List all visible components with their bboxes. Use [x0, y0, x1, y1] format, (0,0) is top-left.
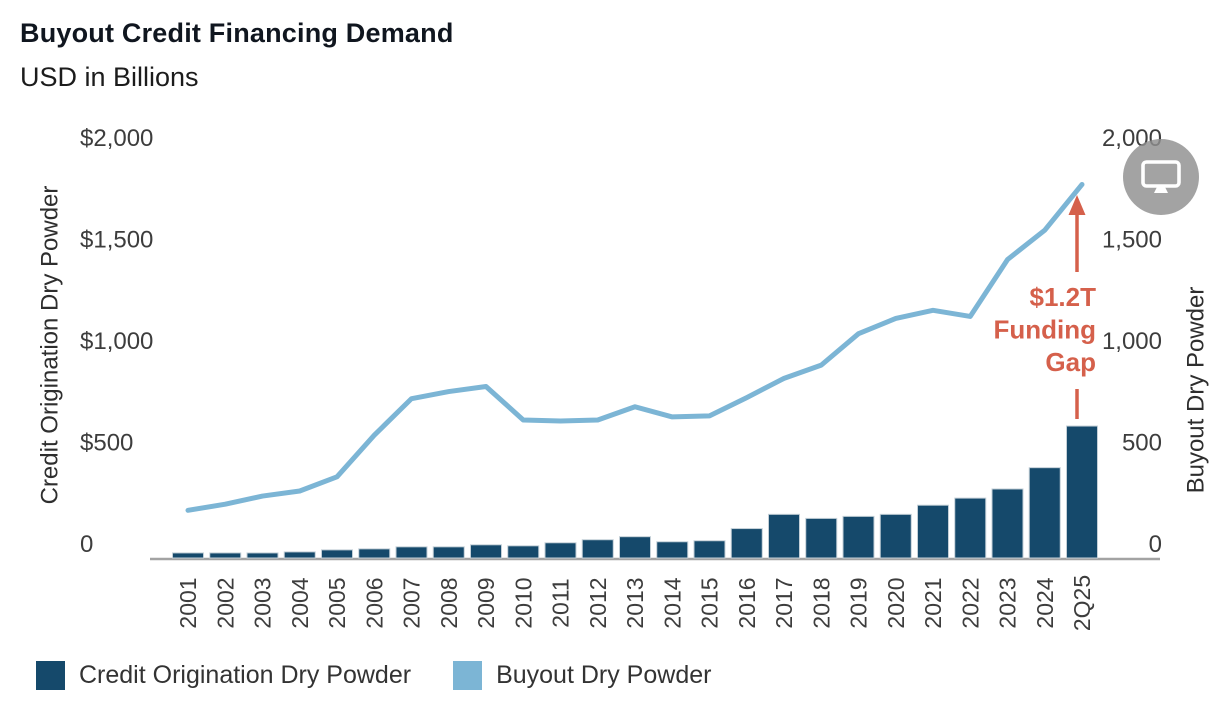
funding-gap-arrow-head [1068, 195, 1086, 215]
chart-title: Buyout Credit Financing Demand [20, 18, 454, 48]
x-tick-2002: 2002 [212, 577, 238, 628]
bar-2018 [805, 517, 838, 559]
bar-2024 [1028, 467, 1061, 559]
bar-2003 [246, 552, 279, 559]
bar-2015 [693, 540, 726, 559]
bar-2002 [209, 552, 242, 559]
x-tick-2008: 2008 [436, 577, 462, 628]
x-tick-2017: 2017 [771, 577, 797, 628]
legend-swatch-buyout [453, 661, 483, 690]
x-tick-2003: 2003 [250, 577, 276, 628]
x-tick-2013: 2013 [622, 577, 648, 628]
funding-gap-label-line-1: $1.2T [1030, 282, 1097, 312]
left-axis-tick: $2,000 [80, 125, 153, 152]
right-axis-tick: 1,000 [1102, 328, 1162, 355]
legend-swatch-credit-origination [36, 661, 65, 690]
right-axis-tick: 0 [1149, 531, 1162, 558]
x-tick-2011: 2011 [548, 578, 574, 627]
bar-2011 [544, 542, 577, 559]
buyout-dry-powder-line [185, 181, 1085, 513]
bar-2021 [917, 504, 949, 559]
right-axis-tick: 1,500 [1102, 227, 1162, 254]
x-tick-2023: 2023 [995, 577, 1021, 628]
bar-2001 [172, 552, 204, 559]
bar-2019 [842, 515, 875, 559]
right-axis-tick: 500 [1122, 430, 1162, 457]
bar-2004 [283, 551, 316, 559]
left-axis-tick: $1,000 [80, 328, 153, 355]
bar-2017 [768, 513, 800, 559]
x-tick-2006: 2006 [361, 577, 387, 628]
chart-legend: Credit Origination Dry Powder Buyout Dry… [36, 661, 711, 690]
bar-2008 [432, 546, 465, 559]
bar-2020 [879, 513, 912, 559]
x-tick-2005: 2005 [324, 577, 350, 628]
x-tick-2010: 2010 [510, 577, 536, 628]
bar-2009 [470, 544, 502, 559]
legend-label-credit-origination: Credit Origination Dry Powder [79, 661, 412, 689]
bar-2005 [321, 549, 353, 559]
x-tick-2019: 2019 [846, 577, 872, 628]
legend-item-credit-origination: Credit Origination Dry Powder [36, 661, 411, 690]
bar-2022 [954, 497, 987, 559]
legend-item-buyout: Buyout Dry Powder [453, 661, 711, 690]
bar-2Q25 [1066, 425, 1098, 559]
x-tick-2022: 2022 [957, 577, 983, 628]
right-axis-title: Buyout Dry Powder [1183, 287, 1210, 494]
x-tick-2Q25: 2Q25 [1069, 575, 1095, 631]
bar-2016 [730, 528, 763, 559]
x-tick-2015: 2015 [697, 577, 723, 628]
screen-overlay-button[interactable] [1123, 139, 1199, 215]
x-tick-2021: 2021 [920, 577, 946, 628]
x-tick-2014: 2014 [659, 577, 685, 628]
bar-2006 [358, 548, 391, 559]
bar-2013 [619, 536, 651, 559]
x-tick-2012: 2012 [585, 577, 611, 628]
bar-2010 [507, 545, 540, 559]
x-tick-2024: 2024 [1032, 577, 1058, 628]
bar-2023 [991, 488, 1024, 559]
chart-subtitle: USD in Billions [20, 62, 199, 92]
x-tick-2009: 2009 [473, 577, 499, 628]
x-tick-2020: 2020 [883, 577, 909, 628]
bar-2014 [656, 541, 689, 559]
chart-header: Buyout Credit Financing Demand USD in Bi… [20, 18, 454, 93]
monitor-icon [1140, 159, 1182, 195]
funding-gap-label-line-2: Funding [993, 315, 1096, 345]
funding-gap-label-line-3: Gap [1045, 347, 1096, 377]
left-axis-tick: $500 [80, 430, 133, 457]
legend-label-buyout: Buyout Dry Powder [496, 661, 712, 689]
bar-2012 [581, 539, 614, 559]
left-axis-tick: $1,500 [80, 227, 153, 254]
x-tick-2001: 2001 [175, 577, 201, 628]
x-tick-2018: 2018 [808, 577, 834, 628]
x-tick-2016: 2016 [734, 577, 760, 628]
left-axis-title: Credit Origination Dry Powder [37, 186, 64, 505]
left-axis-tick: 0 [80, 531, 93, 558]
x-tick-2004: 2004 [287, 577, 313, 628]
bar-2007 [395, 546, 428, 559]
x-tick-2007: 2007 [399, 577, 425, 628]
